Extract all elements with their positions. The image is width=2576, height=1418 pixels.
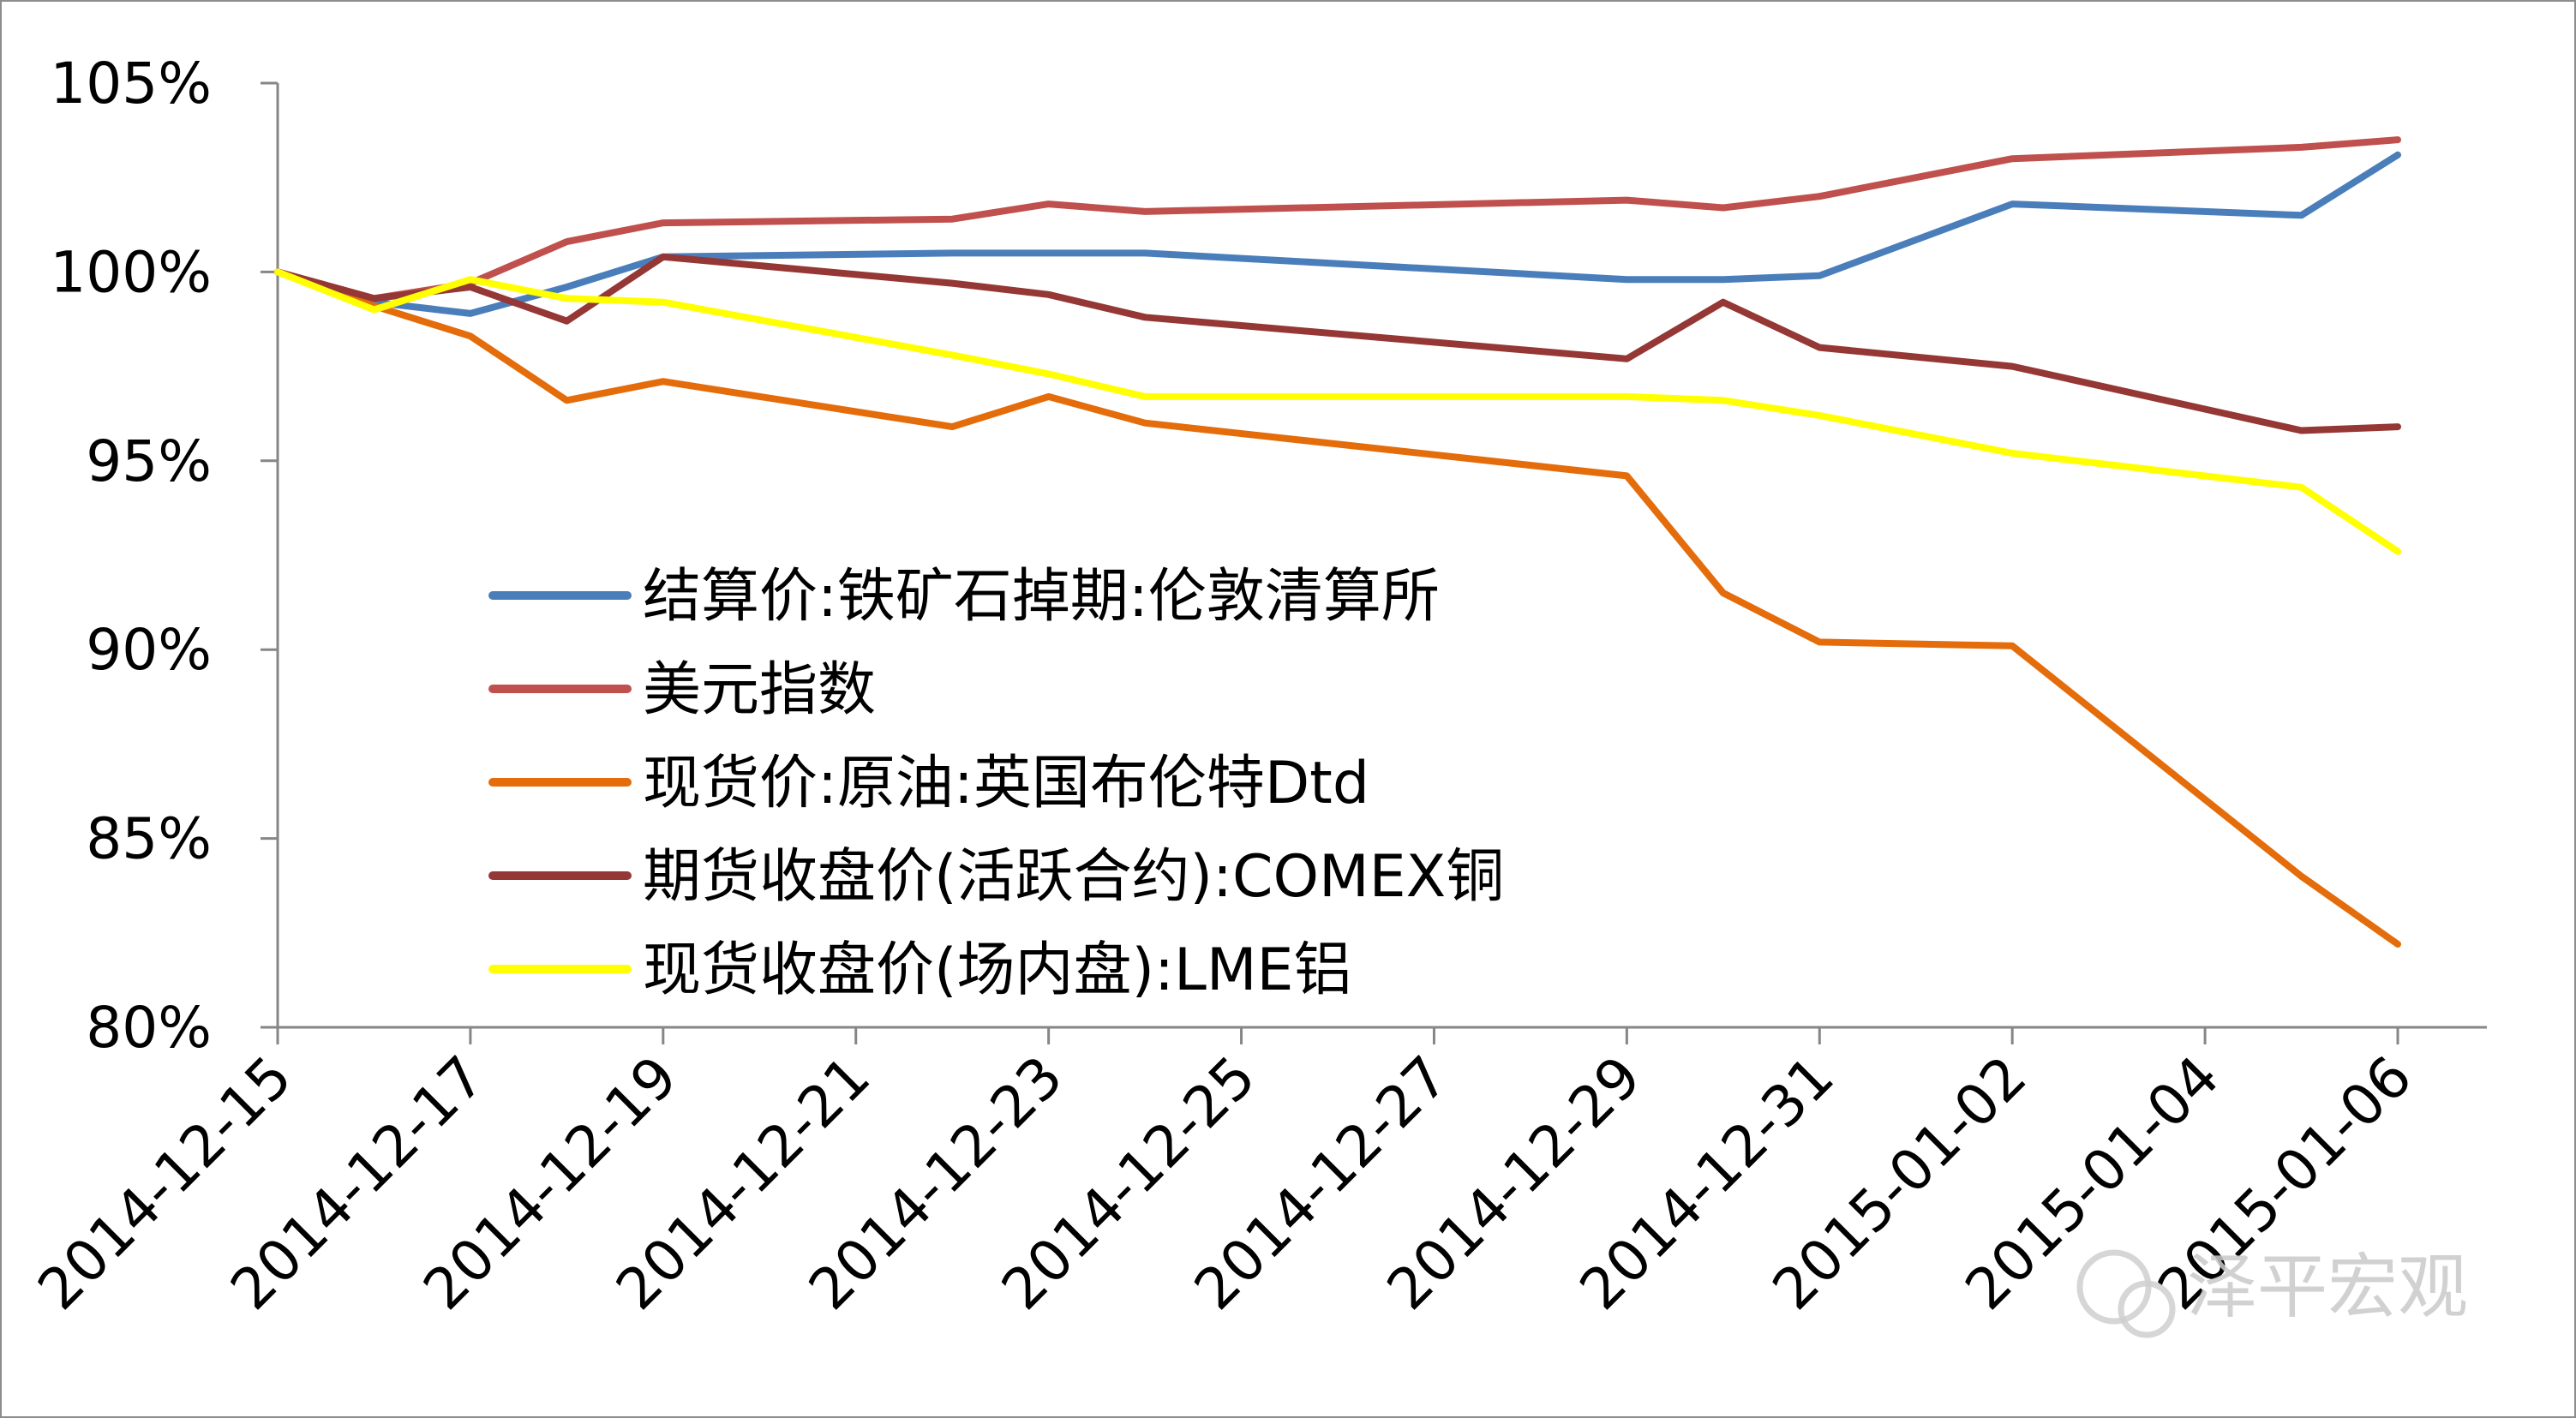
series-line-5 bbox=[274, 268, 2401, 555]
series-line-1 bbox=[274, 151, 2401, 317]
y-tick-label: 105% bbox=[50, 51, 212, 117]
y-tick-label: 100% bbox=[50, 239, 212, 305]
legend-label-2: 美元指数 bbox=[643, 656, 876, 724]
wechat-icon bbox=[2076, 1249, 2152, 1325]
y-tick-label: 85% bbox=[86, 806, 212, 872]
series-lines bbox=[274, 136, 2401, 948]
y-tick-label: 95% bbox=[86, 428, 212, 494]
series-line-4 bbox=[274, 253, 2401, 434]
axes bbox=[276, 83, 2487, 1029]
y-tick-label: 80% bbox=[86, 995, 212, 1061]
y-tick-label: 90% bbox=[86, 617, 212, 683]
legend-label-3: 现货价:原油:英国布伦特Dtd bbox=[643, 750, 1369, 817]
series-line-2 bbox=[274, 136, 2401, 302]
legend-label-1: 结算价:铁矿石掉期:伦敦清算所 bbox=[643, 563, 1440, 631]
legend-label-4: 期货收盘价(活跃合约):COMEX铜 bbox=[643, 843, 1504, 911]
watermark: 泽平宏观 bbox=[2076, 1247, 2468, 1338]
watermark-text: 泽平宏观 bbox=[2187, 1247, 2468, 1328]
wechat-icon-bubble bbox=[2118, 1280, 2176, 1338]
legend-label-5: 现货收盘价(场内盘):LME铝 bbox=[643, 936, 1352, 1004]
y-axis-ticks: 80% 85% 90% 95% 100% 105% bbox=[50, 51, 278, 1061]
series-line-3 bbox=[274, 268, 2401, 948]
x-axis-ticks: 2014-12-152014-12-172014-12-192014-12-21… bbox=[26, 1027, 2424, 1323]
